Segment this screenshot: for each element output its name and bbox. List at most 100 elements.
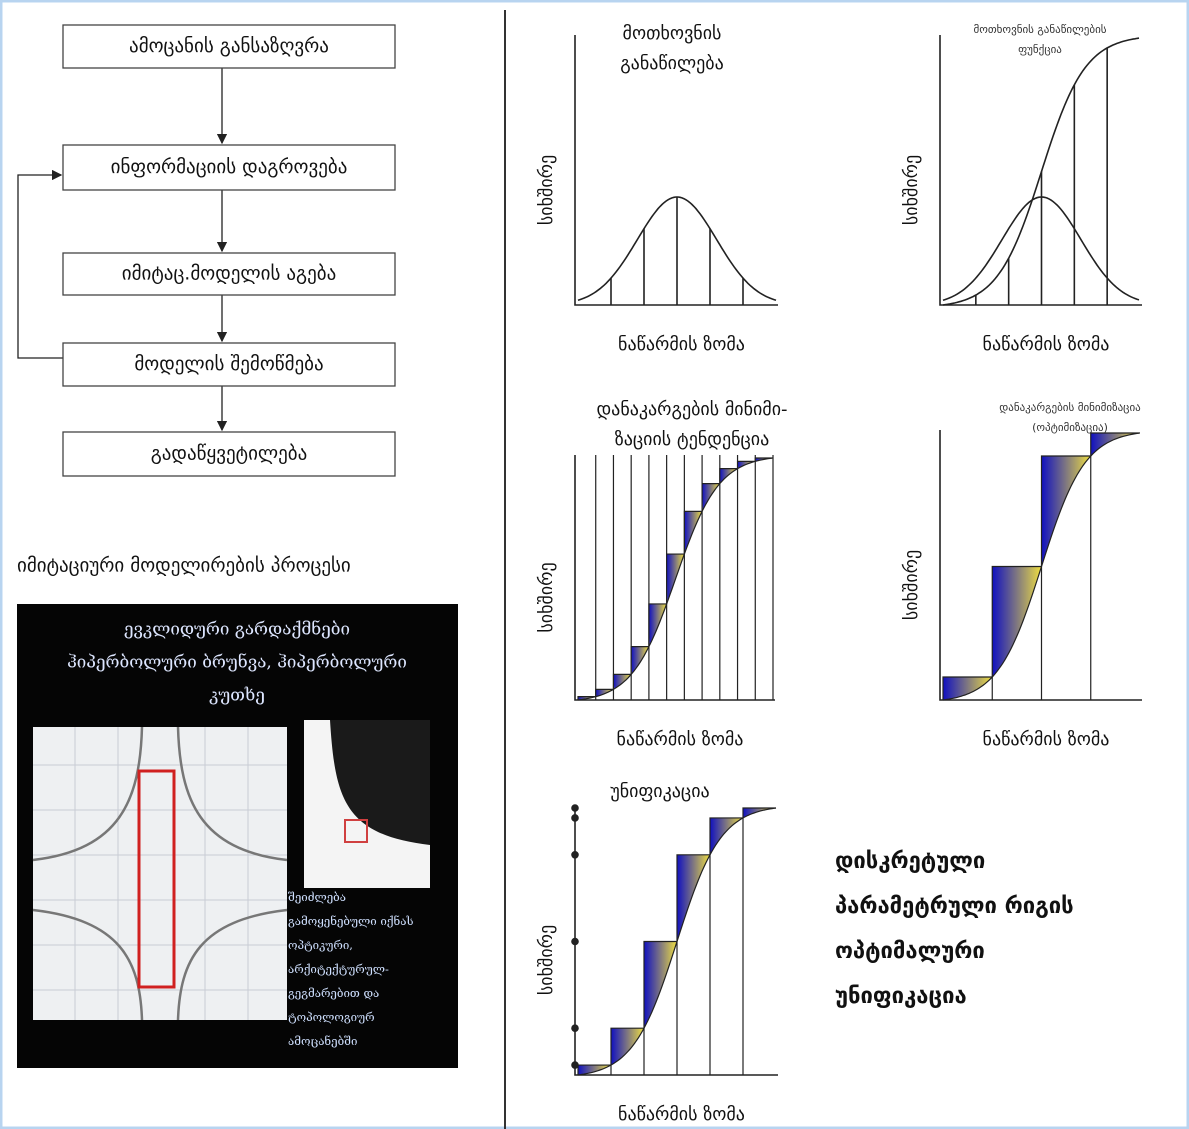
- y-label: სიხშირე: [901, 155, 922, 225]
- flow-step: იმიტაც.მოდელის აგება: [122, 263, 336, 285]
- flow-step: ამოცანის განსაზღვრა: [129, 35, 329, 57]
- diagram-title: ზაციის ტენდენცია: [615, 429, 770, 450]
- panel-title: კუთხე: [209, 686, 265, 706]
- diagram-title: უნიფიკაცია: [610, 781, 709, 802]
- step: [1090, 432, 1140, 457]
- step: [942, 676, 993, 700]
- step: [991, 565, 1042, 677]
- step: [701, 483, 720, 512]
- flow-box: [62, 252, 396, 296]
- step: [648, 603, 667, 647]
- panel-title: ევკლიდური გარდაქმნები: [124, 620, 350, 640]
- flow-box: [62, 24, 396, 69]
- panel-note: ოპტიკური,: [288, 938, 353, 952]
- flow-step: ინფორმაციის დაგროვება: [111, 156, 348, 178]
- step-fill: [743, 808, 776, 818]
- diagram: სიხშირე ნაწარმის ზომა მოთხოვნის განაწილები…: [901, 23, 1142, 355]
- flow-box: [62, 342, 396, 387]
- step: [666, 553, 685, 604]
- flow-box: [62, 144, 396, 191]
- diagram-title: დანაკარგების მინიმიზაცია: [999, 401, 1141, 414]
- x-label: ნაწარმის ზომა: [983, 729, 1110, 750]
- step-fill: [737, 461, 756, 469]
- step-fill: [613, 674, 632, 689]
- flowchart: [17, 68, 228, 432]
- curve: [577, 457, 773, 701]
- flow-step: მოდელის შემოწმება: [134, 353, 323, 375]
- step: [1040, 455, 1091, 567]
- step-fill: [755, 458, 773, 462]
- x-label: ნაწარმის ზომა: [983, 334, 1110, 355]
- image-panel: [17, 604, 458, 1068]
- step: [709, 817, 743, 855]
- diagram-title: განაწილება: [620, 53, 724, 74]
- diagram: სიხშირე ნაწარმის ზომა მოთხოვნის განაწილება: [536, 23, 778, 355]
- step-fill: [719, 468, 738, 483]
- diagram-title: (ოპტიმიზაცია): [1032, 421, 1108, 434]
- y-label: სიხშირე: [536, 925, 557, 995]
- diagram-title: მოთხოვნის: [623, 23, 722, 44]
- y-label: სიხშირე: [536, 562, 557, 632]
- conclusion: დისკრეტული: [835, 849, 985, 874]
- diagram: სიხშირე ნაწარმის ზომა დანაკარგების მინიმიზ…: [901, 401, 1142, 750]
- step: [754, 457, 773, 462]
- step-fill: [1041, 456, 1091, 566]
- step: [643, 940, 677, 1029]
- conclusion: ოპტიმალური: [835, 939, 985, 964]
- x-label: ნაწარმის ზომა: [617, 729, 744, 750]
- diagram: სიხშირე ნაწარმის ზომა უნიფიკაცია: [536, 781, 778, 1125]
- step-fill: [677, 854, 710, 942]
- conclusion: უნიფიკაცია: [835, 984, 967, 1009]
- panel-note: ამოცანებში: [288, 1034, 357, 1048]
- axis-tick: [571, 804, 579, 812]
- diagram-title: დანაკარგების მინიმი-: [596, 399, 787, 420]
- step: [577, 696, 596, 700]
- panel-note: ტოპოლოგიურ: [288, 1010, 375, 1024]
- step: [610, 1027, 644, 1066]
- step-fill: [611, 1028, 644, 1066]
- axis-tick: [571, 1024, 579, 1032]
- step: [612, 673, 632, 690]
- y-label: სიხშირე: [901, 550, 922, 620]
- step-fill: [943, 676, 993, 700]
- diagram-title: მოთხოვნის განაწილების: [973, 23, 1106, 36]
- diagram: სიხშირე ნაწარმის ზომა დანაკარგების მინიმი-…: [536, 399, 788, 750]
- panel-title: ჰიპერბოლური ბრუნვა, ჰიპერბოლური: [67, 653, 407, 673]
- panel-note: არქიტექტურულ-: [288, 962, 389, 976]
- panel-note: შეიძლება: [288, 890, 346, 904]
- x-label: ნაწარმის ზომა: [618, 1104, 745, 1125]
- step-fill: [578, 1065, 611, 1075]
- conclusion: პარამეტრული რიგის: [835, 894, 1074, 919]
- axis-tick: [571, 937, 579, 946]
- axis-tick: [571, 851, 579, 859]
- axes: [574, 455, 775, 701]
- x-label: ნაწარმის ზომა: [618, 334, 745, 355]
- diagram-title: ფუნქცია: [1018, 43, 1062, 56]
- y-label: სიხშირე: [536, 155, 557, 225]
- step: [630, 646, 649, 675]
- step-fill: [644, 941, 677, 1029]
- axis-tick: [571, 1061, 579, 1069]
- step: [676, 854, 710, 942]
- axes: [939, 430, 1142, 701]
- step-fill: [1090, 433, 1140, 456]
- curve: [577, 807, 777, 1076]
- step: [736, 460, 756, 469]
- flow-box: [62, 431, 396, 477]
- flow-caption: იმიტაციური მოდელირების პროცესი: [17, 555, 351, 577]
- step: [683, 510, 703, 555]
- axis-tick: [571, 814, 579, 822]
- step: [595, 688, 614, 697]
- step-fill: [710, 817, 743, 855]
- flow-step: გადაწყვეტილება: [151, 443, 308, 465]
- step: [719, 468, 738, 484]
- step: [742, 807, 776, 818]
- step-fill: [992, 566, 1042, 677]
- panel-note: გამოყენებული იქნას: [288, 914, 413, 928]
- step-fill: [702, 483, 720, 510]
- panel-note: გეგმარებით და: [288, 986, 379, 1000]
- curve: [942, 432, 1140, 701]
